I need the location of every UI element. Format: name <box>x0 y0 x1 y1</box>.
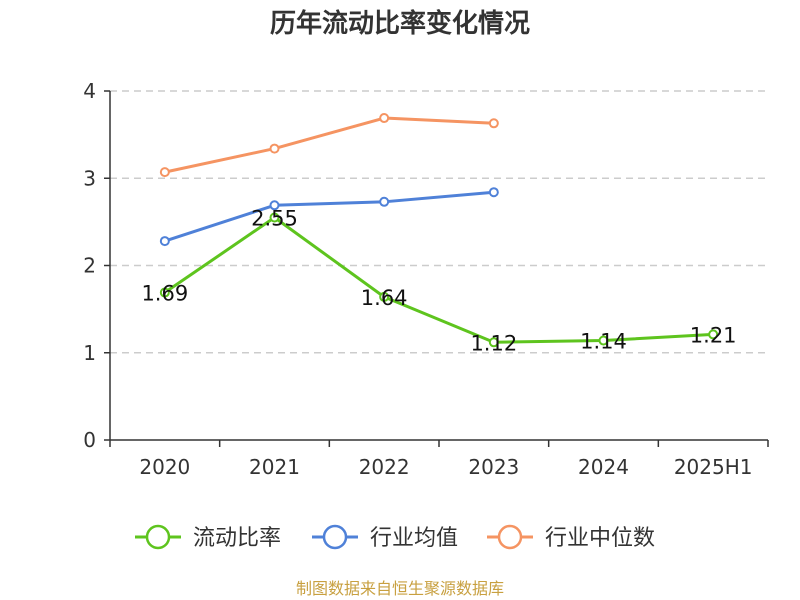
legend-marker <box>145 524 171 550</box>
chart-title: 历年流动比率变化情况 <box>270 8 530 39</box>
legend-item-0: 流动比率 <box>135 524 281 551</box>
data-point <box>159 167 170 178</box>
data-point <box>269 212 280 223</box>
data-point <box>488 187 499 198</box>
data-point <box>488 337 499 348</box>
x-tick-label: 2023 <box>468 455 519 479</box>
data-point <box>488 118 499 129</box>
y-tick-label: 0 <box>83 428 96 452</box>
series-layer <box>159 113 719 348</box>
y-tick-label: 1 <box>83 341 96 365</box>
x-tick-label: 2022 <box>359 455 410 479</box>
x-tick-label: 2024 <box>578 455 629 479</box>
data-point <box>598 335 609 346</box>
series-line-2 <box>164 116 494 174</box>
data-point <box>269 200 280 211</box>
y-tick-label: 4 <box>83 79 96 103</box>
legend-item-1: 行业均值 <box>312 524 458 551</box>
series-line-1 <box>164 190 494 243</box>
y-tick-label: 2 <box>83 254 96 278</box>
legend-label: 行业中位数 <box>545 526 655 551</box>
x-tick-label: 2020 <box>139 455 190 479</box>
legend-label: 行业均值 <box>370 526 458 551</box>
x-tick-label: 2021 <box>249 455 300 479</box>
source-note: 制图数据来自恒生聚源数据库 <box>296 579 504 598</box>
x-tick-label: 2025H1 <box>674 455 753 479</box>
axes: 0 1 2 3 4 2020 2021 2022 2023 2024 2025H1 <box>83 79 769 479</box>
y-tick-label: 3 <box>83 166 96 190</box>
data-point <box>708 329 719 340</box>
data-point <box>379 196 390 207</box>
legend-item-2: 行业中位数 <box>487 524 655 551</box>
data-point <box>159 287 170 298</box>
series-line-0 <box>163 216 714 344</box>
data-label: 1.12 <box>470 331 517 355</box>
data-point <box>269 143 280 154</box>
data-label: 1.14 <box>580 330 627 354</box>
data-point <box>379 113 390 124</box>
data-point <box>379 291 390 302</box>
data-point <box>159 236 170 247</box>
data-labels: 1.69 2.55 1.64 1.12 1.14 1.21 <box>141 207 736 356</box>
data-label: 1.64 <box>361 286 408 310</box>
data-label: 1.69 <box>141 282 188 306</box>
data-label: 2.55 <box>251 207 298 231</box>
legend: 流动比率 行业均值 行业中位数 <box>135 524 655 551</box>
legend-marker <box>497 524 523 550</box>
data-label: 1.21 <box>690 323 737 347</box>
legend-marker <box>322 524 348 550</box>
grid-lines <box>110 90 768 354</box>
legend-label: 流动比率 <box>193 526 281 551</box>
